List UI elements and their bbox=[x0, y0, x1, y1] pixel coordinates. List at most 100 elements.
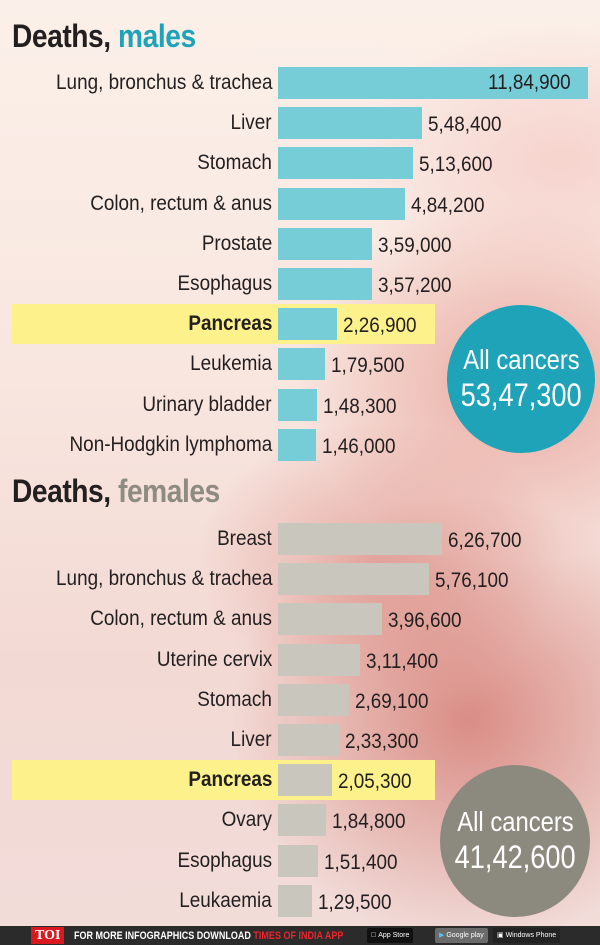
bar-label: Liver bbox=[231, 111, 272, 135]
females-title: Deaths, females bbox=[12, 473, 220, 510]
footer-message: FOR MORE INFOGRAPHICS DOWNLOAD TIMES OF … bbox=[74, 930, 343, 942]
google-play-label: Google play bbox=[446, 932, 484, 939]
bar bbox=[278, 643, 360, 676]
bar-label: Leukemia bbox=[190, 352, 272, 376]
bar-label: Pancreas bbox=[187, 768, 272, 792]
bar bbox=[278, 388, 317, 421]
bar-label: Leukaemia bbox=[179, 888, 272, 912]
windows-icon: ▣ bbox=[497, 932, 504, 939]
bar-label: Lung, bronchus & trachea bbox=[55, 71, 272, 94]
highlight-band bbox=[12, 304, 435, 345]
windows-phone-label: Windows Phone bbox=[505, 932, 557, 939]
bar-value: 1,51,400 bbox=[324, 850, 398, 874]
bar bbox=[278, 147, 413, 180]
footer-app-name[interactable]: TIMES OF INDIA APP bbox=[253, 929, 344, 942]
bar-row: Leukemia 1,79,500 bbox=[0, 348, 600, 381]
bar-value: 3,96,600 bbox=[388, 609, 462, 633]
bar-label: Uterine cervix bbox=[156, 647, 272, 671]
males-total-label: All cancers bbox=[462, 344, 580, 375]
windows-phone-button[interactable]: ▣ Windows Phone bbox=[493, 928, 561, 943]
bar-value: 2,26,900 bbox=[343, 314, 417, 338]
males-total-badge: All cancers 53,47,300 bbox=[447, 305, 595, 453]
males-title-accent: males bbox=[118, 18, 196, 54]
bar-row: Esophagus 1,51,400 bbox=[0, 844, 600, 877]
bar bbox=[278, 804, 326, 837]
bar-label: Stomach bbox=[197, 151, 272, 175]
play-icon: ▶ bbox=[439, 932, 445, 939]
males-title-prefix: Deaths, bbox=[12, 18, 111, 54]
bar-label: Non-Hodgkin lymphoma bbox=[69, 432, 272, 456]
bar-value: 5,48,400 bbox=[428, 113, 502, 137]
bar-row: Colon, rectum & anus 3,96,600 bbox=[0, 603, 600, 636]
bar-value: 3,57,200 bbox=[378, 274, 452, 297]
males-title: Deaths, males bbox=[12, 18, 196, 55]
highlight-band bbox=[12, 760, 435, 801]
bar-label: Stomach bbox=[197, 687, 272, 711]
footer-message-text: FOR MORE INFOGRAPHICS DOWNLOAD bbox=[74, 929, 252, 942]
bar bbox=[278, 683, 349, 716]
bar-row: Pancreas 2,26,900 bbox=[0, 308, 600, 341]
females-title-accent: females bbox=[118, 473, 220, 509]
bar-value: 11,84,900 bbox=[488, 71, 571, 94]
bar bbox=[278, 563, 429, 596]
bar-value: 6,26,700 bbox=[448, 529, 522, 552]
bar-label: Ovary bbox=[221, 808, 272, 832]
bar-label: Breast bbox=[217, 527, 272, 550]
bar-value: 1,29,500 bbox=[318, 890, 392, 914]
bar-row: Esophagus 3,57,200 bbox=[0, 268, 600, 300]
bar bbox=[278, 884, 312, 917]
bar bbox=[278, 187, 405, 220]
bar-row: Ovary 1,84,800 bbox=[0, 804, 600, 837]
bar-row: Colon, rectum & anus 4,84,200 bbox=[0, 187, 600, 220]
bar bbox=[278, 844, 318, 877]
bar bbox=[278, 268, 372, 300]
bar-row: Non-Hodgkin lymphoma 1,46,000 bbox=[0, 428, 600, 461]
bar-label: Liver bbox=[231, 728, 272, 751]
app-store-button[interactable]:  App Store bbox=[367, 928, 414, 943]
males-total-value: 53,47,300 bbox=[460, 377, 582, 413]
bar bbox=[278, 107, 422, 140]
bar-row: Uterine cervix 3,11,400 bbox=[0, 643, 600, 676]
females-total-label: All cancers bbox=[456, 806, 574, 837]
apple-icon:  bbox=[371, 932, 376, 939]
bar-value: 5,13,600 bbox=[419, 153, 493, 177]
bar-row: Liver 5,48,400 bbox=[0, 107, 600, 140]
bar-label: Lung, bronchus & trachea bbox=[55, 567, 272, 591]
bar-label: Esophagus bbox=[177, 848, 272, 872]
bar-row: Urinary bladder 1,48,300 bbox=[0, 388, 600, 421]
bar-label: Colon, rectum & anus bbox=[90, 191, 272, 215]
bar bbox=[278, 67, 588, 99]
bar-row: Leukaemia 1,29,500 bbox=[0, 884, 600, 917]
bar-value: 5,76,100 bbox=[435, 569, 509, 593]
bar-row: Stomach 2,69,100 bbox=[0, 683, 600, 716]
bar bbox=[278, 308, 337, 341]
bar-label: Urinary bladder bbox=[142, 392, 272, 416]
bar-label: Colon, rectum & anus bbox=[90, 607, 272, 631]
bar-row: Liver 2,33,300 bbox=[0, 724, 600, 756]
bar bbox=[278, 428, 316, 461]
bar bbox=[278, 724, 339, 756]
bar-label: Prostate bbox=[201, 231, 272, 255]
bar-row: Breast 6,26,700 bbox=[0, 523, 600, 555]
bar-value: 4,84,200 bbox=[411, 193, 485, 217]
bar-value: 1,79,500 bbox=[331, 354, 405, 378]
bar-value: 2,05,300 bbox=[338, 770, 412, 794]
bar-value: 2,69,100 bbox=[355, 689, 429, 713]
females-total-badge: All cancers 41,42,600 bbox=[440, 765, 590, 917]
app-store-label: App Store bbox=[371, 932, 409, 939]
females-title-prefix: Deaths, bbox=[12, 473, 111, 509]
google-play-button[interactable]: ▶ Google play bbox=[435, 928, 488, 943]
bar-row: Prostate 3,59,000 bbox=[0, 227, 600, 260]
bar-value: 3,59,000 bbox=[378, 233, 452, 257]
bar bbox=[278, 227, 372, 260]
bar bbox=[278, 603, 382, 636]
bar-row: Stomach 5,13,600 bbox=[0, 147, 600, 180]
bar-value: 1,46,000 bbox=[322, 434, 396, 458]
toi-logo: TOI bbox=[31, 927, 65, 944]
bar-value: 3,11,400 bbox=[366, 649, 439, 673]
females-total-value: 41,42,600 bbox=[454, 839, 576, 875]
bar bbox=[278, 348, 325, 381]
bar-row: Lung, bronchus & trachea 5,76,100 bbox=[0, 563, 600, 596]
bar-value: 1,48,300 bbox=[323, 394, 397, 418]
bar bbox=[278, 523, 442, 555]
